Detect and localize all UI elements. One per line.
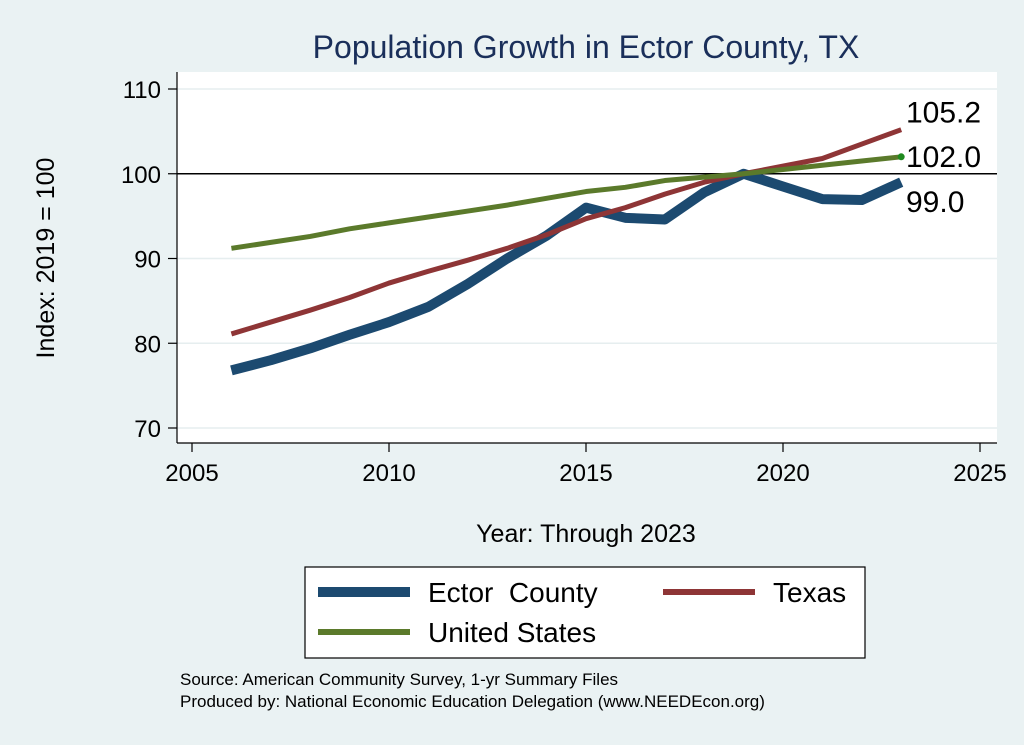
legend-label-texas: Texas	[773, 577, 846, 608]
end-label-united-states: 102.0	[906, 141, 981, 174]
legend-label-ector-county: Ector County	[428, 577, 598, 608]
x-tick-label: 2010	[362, 460, 415, 487]
x-tick-label: 2025	[953, 460, 1006, 487]
plot-area	[177, 72, 997, 443]
y-axis-title: Index: 2019 = 100	[32, 158, 60, 359]
y-tick-label: 90	[134, 247, 161, 274]
legend: Ector County Texas United States	[318, 577, 846, 648]
y-tick-label: 80	[134, 331, 161, 358]
series-line-texas	[230, 127, 903, 337]
x-tick-label: 2005	[165, 460, 218, 487]
series-line-united-states	[231, 154, 902, 251]
y-tick-label: 110	[123, 77, 161, 104]
x-tick-label: 2015	[559, 460, 612, 487]
end-label-ector-county: 99.0	[906, 186, 964, 219]
series-line-ector-county	[230, 168, 904, 376]
us-endpoint-marker	[897, 153, 905, 161]
x-tick-label: 2020	[756, 460, 809, 487]
chart-title: Population Growth in Ector County, TX	[313, 29, 860, 65]
legend-box	[304, 566, 866, 659]
y-ticks: 70 80 90 100 110	[121, 77, 177, 443]
x-ticks: 2005 2010 2015 2020 2025	[165, 443, 1007, 487]
x-axis-title: Year: Through 2023	[476, 520, 696, 548]
source-line-2: Produced by: National Economic Education…	[180, 692, 765, 711]
y-tick-label: 70	[134, 416, 161, 443]
series-layer	[230, 127, 905, 376]
end-labels: 99.0 105.2 102.0	[906, 97, 981, 220]
y-tick-label: 100	[121, 162, 161, 189]
end-label-texas: 105.2	[906, 97, 981, 130]
source-line-1: Source: American Community Survey, 1-yr …	[180, 670, 618, 689]
legend-label-united-states: United States	[428, 617, 596, 648]
